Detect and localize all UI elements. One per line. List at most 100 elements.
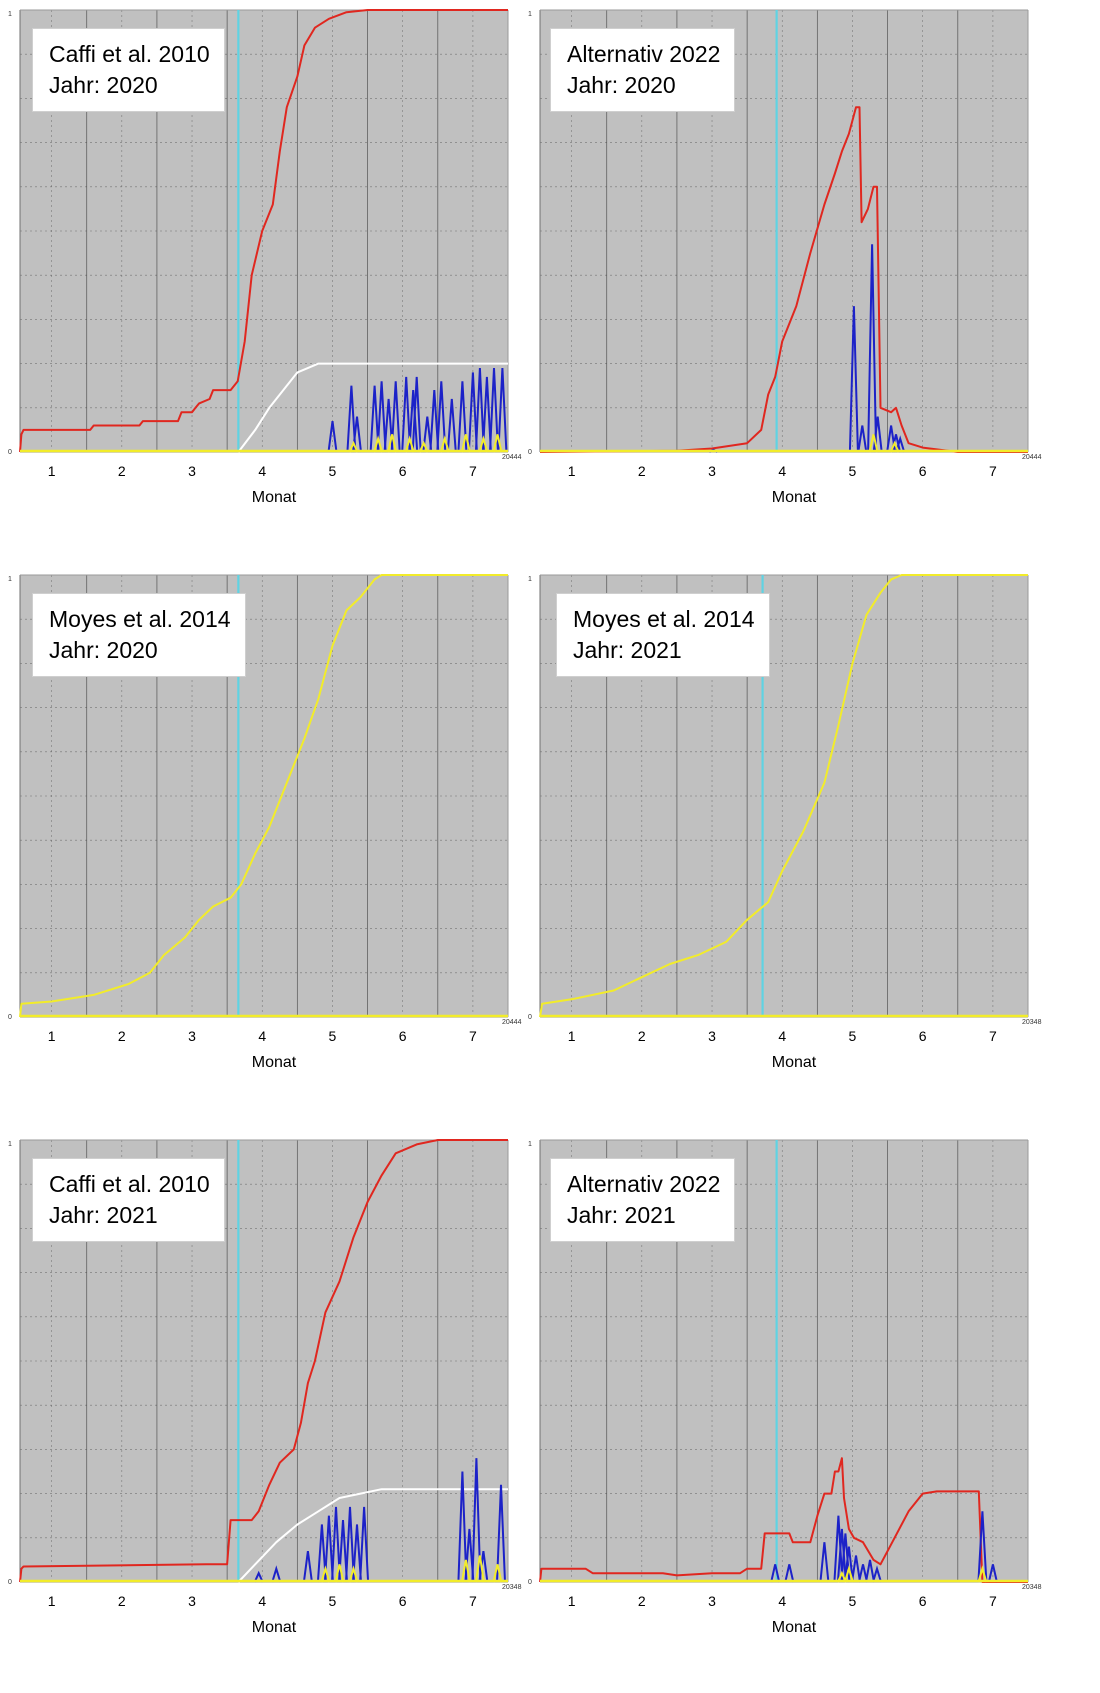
x-tick-label: 7 [469, 463, 477, 479]
series-white-line [237, 362, 508, 453]
series-blue-spike [467, 372, 478, 453]
series-blue-spike [323, 1515, 334, 1583]
x-tick-label: 5 [849, 1028, 857, 1044]
x-tick-label: 7 [469, 1028, 477, 1044]
legend-box-1: Alternativ 2022 Jahr: 2020 [550, 28, 736, 112]
x-tick-label: 1 [568, 1028, 576, 1044]
x-tick-label: 6 [919, 1028, 927, 1044]
legend-line-1: Moyes et al. 2014 [49, 606, 231, 632]
series-blue-spike [784, 1564, 795, 1583]
legend-line-2: Jahr: 2020 [49, 72, 158, 98]
x-tick-label: 5 [329, 463, 337, 479]
x-axis-title: Monat [772, 1619, 817, 1636]
x-tick-label: 6 [919, 463, 927, 479]
series-blue-spike [457, 1471, 468, 1583]
chart-panel-5: 1 0 20348 1 2 3 4 5 6 7 Monat Alternativ 2022 Jahr… [520, 1130, 1050, 1670]
chart-panel-1: 1 0 20444 1 2 3 4 5 6 7 Monat Alternativ 2022 Jahr… [520, 0, 1050, 540]
series-blue-spike [770, 1564, 781, 1583]
series-blue-spike [867, 244, 878, 453]
series-blue-spike [819, 1542, 830, 1583]
x-axis-title: Monat [772, 489, 817, 506]
legend-line-2: Jahr: 2020 [49, 637, 158, 663]
series-blue-spike [848, 306, 859, 453]
series-red-line [539, 106, 1028, 453]
series-blue-spike [840, 1533, 851, 1583]
series-blue-spike [352, 416, 362, 453]
corner-label: 20444 [1022, 454, 1042, 461]
chart-panel-2: 1 0 20444 1 2 3 4 5 6 7 Monat Moyes et al. 2014 Ja… [0, 565, 530, 1105]
series-blue-spike [872, 1565, 882, 1583]
y-top-label: 1 [528, 11, 532, 18]
series-blue-spike [422, 416, 433, 453]
y-top-label: 1 [528, 1141, 532, 1148]
corner-label: 20348 [502, 1584, 522, 1591]
series-blue-spike [408, 390, 419, 453]
series-blue-spike [338, 1520, 348, 1583]
series-blue-spike [446, 398, 457, 453]
series-blue-spike [865, 1559, 875, 1583]
series-blue-spike [327, 420, 338, 453]
series-blue-spike [376, 381, 387, 453]
legend-line-1: Caffi et al. 2010 [49, 41, 210, 67]
x-tick-label: 2 [118, 1028, 126, 1044]
series-blue-spike [481, 376, 492, 453]
series-blue-spike [489, 367, 499, 453]
series-yellow-spike [492, 434, 503, 453]
y-bottom-label: 0 [8, 1579, 12, 1586]
series-yellow-spike [418, 440, 429, 453]
legend-line-2: Jahr: 2021 [49, 1202, 158, 1228]
x-tick-label: 4 [778, 1028, 786, 1044]
series-blue-spike [858, 1564, 868, 1583]
y-bottom-label: 0 [528, 1579, 532, 1586]
x-axis-title: Monat [252, 1054, 297, 1071]
series-yellow-spike [460, 1559, 471, 1583]
legend-line-2: Jahr: 2021 [567, 1202, 676, 1228]
x-tick-label: 2 [638, 463, 646, 479]
legend-box-3: Moyes et al. 2014 Jahr: 2021 [556, 593, 770, 677]
y-top-label: 1 [8, 1141, 12, 1148]
y-top-label: 1 [8, 11, 12, 18]
series-blue-spike [401, 376, 412, 453]
chart-panel-3: 1 0 20348 1 2 3 4 5 6 7 Monat Moyes et al. 2014 Ja… [520, 565, 1050, 1105]
corner-label: 20444 [502, 454, 522, 461]
x-axis-title: Monat [252, 1619, 297, 1636]
x-tick-label: 5 [329, 1028, 337, 1044]
x-tick-label: 5 [849, 1593, 857, 1609]
series-yellow-spike [387, 434, 398, 453]
x-tick-label: 5 [329, 1593, 337, 1609]
x-tick-label: 4 [258, 1028, 266, 1044]
x-tick-label: 3 [708, 1593, 716, 1609]
x-tick-label: 1 [48, 1028, 56, 1044]
series-blue-spike [851, 1555, 861, 1583]
series-blue-spike [271, 1565, 282, 1583]
series-red-line [539, 1457, 1028, 1583]
x-tick-label: 7 [989, 463, 997, 479]
x-tick-label: 4 [778, 463, 786, 479]
x-tick-label: 1 [568, 1593, 576, 1609]
series-blue-spike [836, 1528, 847, 1583]
chart-panel-4: 1 0 20348 1 2 3 4 5 6 7 Monat Caffi et al. 2010 Ja… [0, 1130, 530, 1670]
x-tick-label: 2 [638, 1593, 646, 1609]
series-blue-spike [345, 1506, 355, 1583]
series-blue-spike [253, 1570, 264, 1583]
series-blue-spike [316, 1524, 327, 1583]
x-tick-label: 3 [188, 1593, 196, 1609]
legend-box-4: Caffi et al. 2010 Jahr: 2021 [32, 1158, 225, 1242]
series-blue-spike [833, 1515, 844, 1583]
legend-line-2: Jahr: 2021 [573, 637, 682, 663]
series-yellow-spike [843, 1565, 854, 1583]
series-yellow-spike [836, 1570, 847, 1583]
x-tick-label: 3 [188, 463, 196, 479]
corner-label: 20348 [1022, 1019, 1042, 1026]
x-tick-label: 2 [638, 1028, 646, 1044]
x-tick-label: 6 [919, 1593, 927, 1609]
y-bottom-label: 0 [8, 449, 12, 456]
series-yellow-spike [977, 1565, 988, 1583]
x-tick-label: 2 [118, 1593, 126, 1609]
series-yellow-spike [460, 434, 471, 453]
series-blue-spike [857, 425, 868, 453]
series-blue-spike [390, 381, 401, 453]
series-blue-spike [478, 1550, 489, 1583]
series-yellow-spike [404, 435, 415, 453]
x-tick-label: 2 [118, 463, 126, 479]
